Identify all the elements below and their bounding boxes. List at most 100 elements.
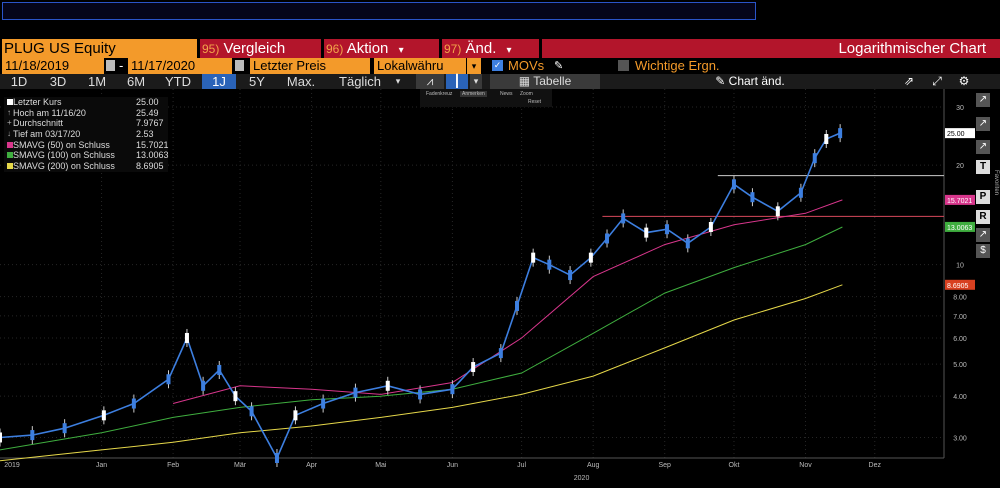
header-row: PLUG US Equity 95) Vergleich 96) Aktion … xyxy=(0,39,1000,58)
chart-legend: Letzter Kurs 25.00 ↑ Hoch am 11/16/20 25… xyxy=(4,97,169,172)
price-candle xyxy=(547,259,552,270)
candlestick-chart-icon[interactable]: ┃ xyxy=(446,74,468,89)
price-candle xyxy=(166,374,171,385)
average-marker-icon: + xyxy=(7,118,12,128)
period-button-ytd[interactable]: YTD xyxy=(165,74,191,89)
command-line-input[interactable] xyxy=(2,2,756,20)
period-button-6m[interactable]: 6M xyxy=(126,74,146,89)
chevron-down-icon[interactable]: ▾ xyxy=(470,74,482,89)
legend-value: 7.9767 xyxy=(136,118,164,129)
expand-icon[interactable]: ⤢ xyxy=(928,74,946,89)
price-candle xyxy=(798,187,803,198)
period-button-1j[interactable]: 1J xyxy=(202,74,236,89)
chart-title-bar: Logarithmischer Chart xyxy=(542,39,1000,58)
value-tag xyxy=(945,194,975,205)
price-candle xyxy=(708,221,713,232)
x-tick-label: Jun xyxy=(447,462,458,469)
price-candle xyxy=(62,423,67,434)
legend-label: Tief am 03/17/20 xyxy=(13,129,81,140)
menu-action[interactable]: 96) Aktion ▾ xyxy=(324,39,439,58)
mini-tool-crosshair[interactable]: Fadenkreuz xyxy=(426,91,453,97)
legend-swatch xyxy=(7,152,13,159)
period-button-5y[interactable]: 5Y xyxy=(249,74,265,89)
chart-edit-button[interactable]: ✎ Chart änd. xyxy=(700,74,800,89)
price-candle xyxy=(750,192,755,203)
price-candle xyxy=(30,430,35,441)
table-button[interactable]: ▦ Tabelle xyxy=(490,74,600,89)
low-marker-icon: ↓ xyxy=(7,129,11,139)
legend-label: SMAVG (200) on Schluss xyxy=(13,161,115,172)
price-candle xyxy=(775,206,780,217)
value-tag-label: 8.6905 xyxy=(947,283,969,290)
p-tool-icon[interactable]: P xyxy=(976,190,990,204)
period-toolbar: 1D 3D 1M 6M YTD 1J 5Y Max. Täglich ▾ ⩘ ┃… xyxy=(0,74,1000,89)
calendar-icon[interactable] xyxy=(106,60,115,71)
segment-tool-icon[interactable]: ↗ xyxy=(976,140,990,154)
price-candle xyxy=(321,398,326,409)
ray-tool-icon[interactable]: ↗ xyxy=(976,117,990,131)
x-tick-label: Mai xyxy=(375,462,387,469)
calendar-icon[interactable] xyxy=(235,60,244,71)
value-tag xyxy=(945,221,975,232)
menu-compare[interactable]: 95) Vergleich xyxy=(200,39,321,58)
legend-row: SMAVG (200) on Schluss 8.6905 xyxy=(4,161,168,172)
security-ticker[interactable]: PLUG US Equity xyxy=(2,39,197,58)
trendline-tool-icon[interactable]: ↗ xyxy=(976,93,990,107)
x-tick-label: Mär xyxy=(234,462,247,469)
period-button-max[interactable]: Max. xyxy=(286,74,316,89)
currency-select[interactable]: Lokalwähru xyxy=(374,58,466,74)
legend-value: 15.7021 xyxy=(136,139,169,150)
chevron-down-icon: ▾ xyxy=(506,45,512,56)
mini-tool-zoom[interactable]: Zoom xyxy=(520,91,533,97)
start-date-field[interactable]: 11/18/2019 xyxy=(2,58,104,74)
period-button-1d[interactable]: 1D xyxy=(10,74,28,89)
legend-swatch xyxy=(7,99,13,105)
chevron-down-icon[interactable]: ▾ xyxy=(467,58,481,74)
share-icon[interactable]: ⇗ xyxy=(900,74,918,89)
movs-label: MOVs xyxy=(508,58,545,73)
price-candle xyxy=(621,213,626,224)
chevron-down-icon: ▾ xyxy=(398,45,404,56)
price-candle xyxy=(498,348,503,359)
frequency-select[interactable]: Täglich xyxy=(339,74,381,89)
mini-tool-news[interactable]: News xyxy=(500,91,513,97)
pencil-icon[interactable]: ✎ xyxy=(554,60,564,72)
moving-average-line xyxy=(172,199,843,404)
period-button-1m[interactable]: 1M xyxy=(87,74,107,89)
x-tick-label: 2019 xyxy=(4,462,20,469)
legend-value: 13.0063 xyxy=(136,150,169,161)
price-candle xyxy=(385,380,390,391)
legend-row: SMAVG (50) on Schluss 15.7021 xyxy=(4,139,169,151)
legend-row: Letzter Kurs 25.00 xyxy=(4,97,168,108)
legend-label: SMAVG (50) on Schluss xyxy=(13,139,110,150)
legend-swatch xyxy=(7,163,13,170)
arrow-tool-icon[interactable]: ↗ xyxy=(976,228,990,242)
line-chart-icon[interactable]: ⩘ xyxy=(416,74,444,89)
price-candle xyxy=(293,410,298,421)
high-marker-icon: ↑ xyxy=(7,107,11,117)
movs-checkbox[interactable]: ✓ xyxy=(492,60,503,71)
price-candle xyxy=(418,389,423,400)
price-candle xyxy=(605,233,610,244)
events-checkbox[interactable] xyxy=(618,60,629,71)
menu-change[interactable]: 97) Änd. ▾ xyxy=(442,39,539,58)
chevron-down-icon[interactable]: ▾ xyxy=(395,76,401,86)
settings-gear-icon[interactable]: ⚙ xyxy=(955,74,973,89)
end-date-field[interactable]: 11/17/2020 xyxy=(128,58,232,74)
mini-tool-reset[interactable]: Reset xyxy=(528,99,542,105)
text-tool-icon[interactable]: T xyxy=(976,160,990,174)
options-row: 11/18/2019 - 11/17/2020 Letzter Preis Lo… xyxy=(0,58,1000,74)
mini-tool-annotate[interactable]: Anmerken xyxy=(460,91,487,97)
period-button-3d[interactable]: 3D xyxy=(49,74,67,89)
price-candle xyxy=(838,128,843,139)
value-tag-label: 25.00 xyxy=(947,131,965,138)
price-candle xyxy=(644,227,649,238)
x-tick-label: Apr xyxy=(306,462,318,469)
y-tick-label: 7.00 xyxy=(953,314,967,321)
price-field-select[interactable]: Letzter Preis xyxy=(250,58,370,74)
r-tool-icon[interactable]: R xyxy=(976,210,990,224)
y-tick-label: 8.00 xyxy=(953,295,967,302)
dollar-tool-icon[interactable]: $ xyxy=(976,244,990,258)
x-tick-label: Nov xyxy=(799,462,812,469)
legend-label: SMAVG (100) on Schluss xyxy=(13,150,115,161)
